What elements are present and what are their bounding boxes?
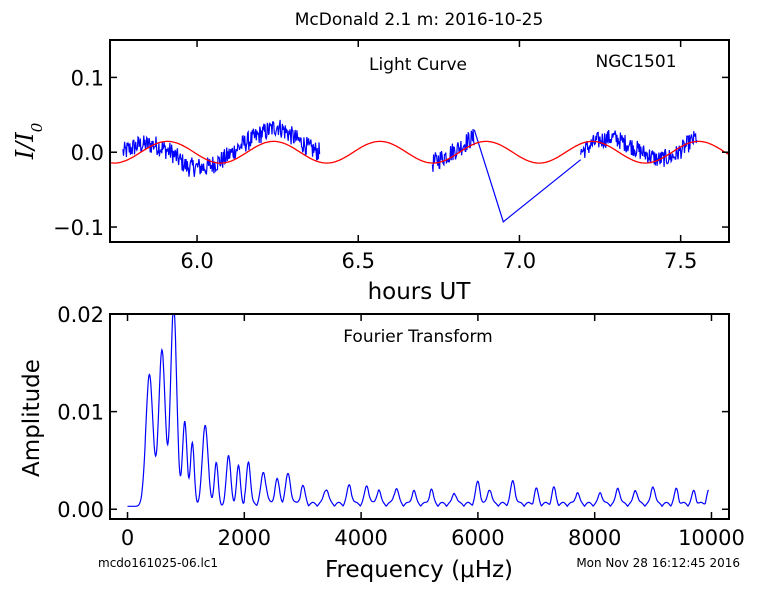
fourier-ytick-label: 0.00 xyxy=(57,498,104,522)
fourier-ylabel: Amplitude xyxy=(19,359,45,477)
fourier-xtick-label: 0 xyxy=(121,526,134,550)
footer-timestamp: Mon Nov 28 16:12:45 2016 xyxy=(576,556,740,570)
light-curve-data-line xyxy=(580,129,698,167)
footer-filename: mcdo161025-06.lc1 xyxy=(98,556,218,570)
fourier-title: Fourier Transform xyxy=(343,327,492,347)
light-curve-xtick-label: 6.0 xyxy=(180,249,213,273)
light-curve-ytick-label: −0.1 xyxy=(53,216,104,240)
fourier-xtick-label: 8000 xyxy=(568,526,621,550)
fourier-panel: 0 2000 4000 6000 8000 10000 0.00 0.01 0.02 Fouri… xyxy=(19,303,745,583)
sine-model-line xyxy=(109,140,730,164)
figure-suptitle: McDonald 2.1 m: 2016-10-25 xyxy=(295,10,544,30)
light-curve-gap-line xyxy=(473,129,582,223)
light-curve-xtick-label: 6.5 xyxy=(342,249,375,273)
light-curve-data-line xyxy=(431,128,475,172)
light-curve-xlabel: hours UT xyxy=(368,279,472,305)
fourier-xtick-label: 6000 xyxy=(451,526,504,550)
fourier-ytick-label: 0.01 xyxy=(57,401,104,425)
light-curve-ytick-label: 0.1 xyxy=(71,66,104,90)
light-curve-data-line xyxy=(122,119,321,177)
fourier-xtick-label: 4000 xyxy=(334,526,387,550)
light-curve-ticks: 6.0 6.5 7.0 7.5 −0.1 0.0 0.1 xyxy=(53,40,729,273)
fourier-xtick-label: 2000 xyxy=(218,526,271,550)
object-name-label: NGC1501 xyxy=(595,52,676,72)
fourier-axes-frame xyxy=(109,313,730,520)
fourier-xlabel: Frequency (μHz) xyxy=(325,557,513,583)
fourier-xtick-label: 10000 xyxy=(678,526,745,550)
light-curve-panel: 6.0 6.5 7.0 7.5 −0.1 0.0 0.1 Light Curve NGC15… xyxy=(11,39,730,305)
fourier-series-group xyxy=(127,313,710,508)
light-curve-title: Light Curve xyxy=(369,55,467,75)
model-series-group xyxy=(109,140,730,164)
fourier-ytick-label: 0.02 xyxy=(57,303,104,327)
light-curve-xtick-label: 7.0 xyxy=(503,249,536,273)
fourier-amplitude-line xyxy=(127,313,710,508)
light-curve-xtick-label: 7.5 xyxy=(664,249,697,273)
light-curve-ytick-label: 0.0 xyxy=(71,141,104,165)
fourier-ticks: 0 2000 4000 6000 8000 10000 0.00 0.01 0.02 xyxy=(57,303,745,550)
light-curve-series-group xyxy=(122,119,698,223)
light-curve-ylabel: I/I0 xyxy=(11,122,46,160)
light-curve-axes-frame xyxy=(109,39,730,243)
